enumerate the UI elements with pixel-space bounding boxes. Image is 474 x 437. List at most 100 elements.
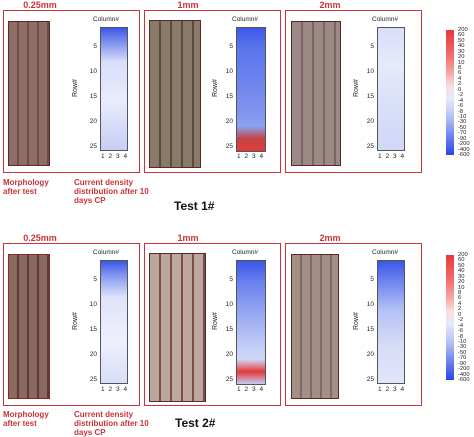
row-tick-label: 25 (366, 143, 374, 150)
row-axis-label: Row# (212, 79, 219, 97)
current-density-caption: Current density distribution after 10 da… (74, 410, 149, 437)
colorbar-tick-label: -8 (458, 108, 464, 115)
column-axis-label: Column# (232, 249, 259, 256)
column-tick-label: 1 (237, 153, 241, 160)
panel-title: 0.25mm (23, 233, 57, 243)
sample-morphology-image (149, 20, 201, 168)
colorbar-tick-label: 6 (458, 70, 462, 77)
column-tick-label: 3 (252, 153, 256, 160)
row-tick-label: 5 (93, 43, 97, 50)
column-tick-label: 3 (393, 153, 397, 160)
colorbar-tick-label: -600 (458, 377, 470, 383)
test-label: Test 1# (174, 199, 215, 213)
column-tick-label: 3 (116, 386, 120, 393)
current-density-map (236, 260, 266, 385)
row-tick-label: 10 (366, 301, 374, 308)
column-tick-label: 4 (123, 386, 128, 393)
colorbar-tick-label: -50 (458, 124, 467, 131)
row-tick-label: 20 (225, 351, 233, 358)
colorbar-tick-label: -400 (458, 371, 470, 378)
row-axis-label: Row# (353, 79, 360, 97)
current-density-map (377, 260, 405, 384)
panel-title: 1mm (177, 0, 199, 10)
colorbar-tick-label: -10 (458, 338, 467, 345)
panel-title: 1mm (177, 233, 199, 243)
row-axis-label: Row# (212, 312, 219, 330)
column-tick-label: 1 (378, 153, 382, 160)
current-density-map (236, 27, 266, 152)
colorbar-tick-label: 0 (458, 86, 462, 93)
row-tick-label: 20 (225, 118, 233, 125)
column-tick-label: 2 (244, 153, 249, 160)
colorbar-tick-label: 60 (458, 257, 465, 264)
column-tick-label: 1 (101, 386, 105, 393)
row-tick-label: 10 (225, 68, 233, 75)
colorbar-tick-label: -400 (458, 146, 470, 153)
colorbar-test-1 (446, 30, 454, 155)
colorbar-tick-label: -200 (458, 141, 470, 148)
panel-title: 2mm (319, 233, 341, 243)
row-tick-label: 15 (366, 326, 374, 333)
row-tick-label: 5 (229, 43, 233, 50)
colorbar-tick-label: 20 (458, 54, 465, 61)
colorbar-tick-label: -4 (458, 97, 464, 104)
column-tick-label: 3 (116, 153, 120, 160)
row-axis-label: Row# (353, 312, 360, 330)
morphology-caption: Morphology after test (3, 410, 49, 428)
column-tick-label: 2 (244, 386, 249, 393)
row-tick-label: 10 (89, 301, 97, 308)
row-tick-label: 15 (89, 93, 97, 100)
column-tick-label: 4 (259, 386, 264, 393)
colorbar-tick-label: 40 (458, 43, 465, 50)
colorbar-tick-label: 10 (458, 59, 465, 66)
colorbar-tick-label: 8 (458, 290, 462, 297)
column-tick-label: 3 (252, 386, 256, 393)
column-axis-label: Column# (372, 16, 399, 23)
colorbar-tick-label: 0 (458, 311, 462, 318)
panel-0-25mm (3, 243, 140, 406)
column-axis-label: Column# (372, 249, 399, 256)
row-tick-label: 5 (370, 276, 374, 283)
colorbar-tick-label: 50 (458, 37, 465, 44)
column-tick-label: 4 (400, 153, 405, 160)
colorbar-tick-label: -10 (458, 113, 467, 120)
colorbar-tick-label: 60 (458, 32, 465, 39)
column-tick-label: 1 (237, 386, 241, 393)
row-axis-label: Row# (72, 79, 79, 97)
colorbar-tick-label: 200 (458, 27, 468, 33)
colorbar-tick-label: 8 (458, 65, 462, 72)
current-density-map (100, 27, 128, 151)
row-tick-label: 15 (366, 93, 374, 100)
colorbar-tick-label: 4 (458, 300, 462, 307)
current-density-map (100, 260, 128, 384)
colorbar-tick-label: 20 (458, 279, 465, 286)
column-tick-label: 4 (259, 153, 264, 160)
sample-morphology-image (291, 254, 339, 399)
column-tick-label: 4 (400, 386, 405, 393)
column-tick-label: 1 (378, 386, 382, 393)
row-tick-label: 15 (225, 93, 233, 100)
colorbar-tick-label: 2 (458, 306, 462, 313)
colorbar-tick-label: -90 (458, 360, 467, 367)
panel-title: 2mm (319, 0, 341, 10)
morphology-caption: Morphology after test (3, 178, 49, 196)
row-tick-label: 25 (366, 376, 374, 383)
row-tick-label: 20 (366, 351, 374, 358)
colorbar-tick-label: 10 (458, 284, 465, 291)
column-tick-label: 3 (393, 386, 397, 393)
colorbar-tick-label: 200 (458, 252, 468, 258)
test-label: Test 2# (175, 416, 216, 430)
column-axis-label: Column# (93, 16, 120, 23)
colorbar-tick-label: -600 (458, 152, 470, 158)
column-tick-label: 2 (108, 386, 113, 393)
colorbar-tick-label: -30 (458, 344, 467, 351)
colorbar-tick-label: -6 (458, 328, 464, 335)
colorbar-tick-label: -6 (458, 103, 464, 110)
panel-title: 0.25mm (23, 0, 57, 10)
current-density-map (377, 27, 405, 151)
row-tick-label: 15 (89, 326, 97, 333)
colorbar-tick-label: 30 (458, 273, 465, 280)
sample-morphology-image (8, 254, 50, 399)
row-tick-label: 10 (89, 68, 97, 75)
row-tick-label: 15 (225, 326, 233, 333)
